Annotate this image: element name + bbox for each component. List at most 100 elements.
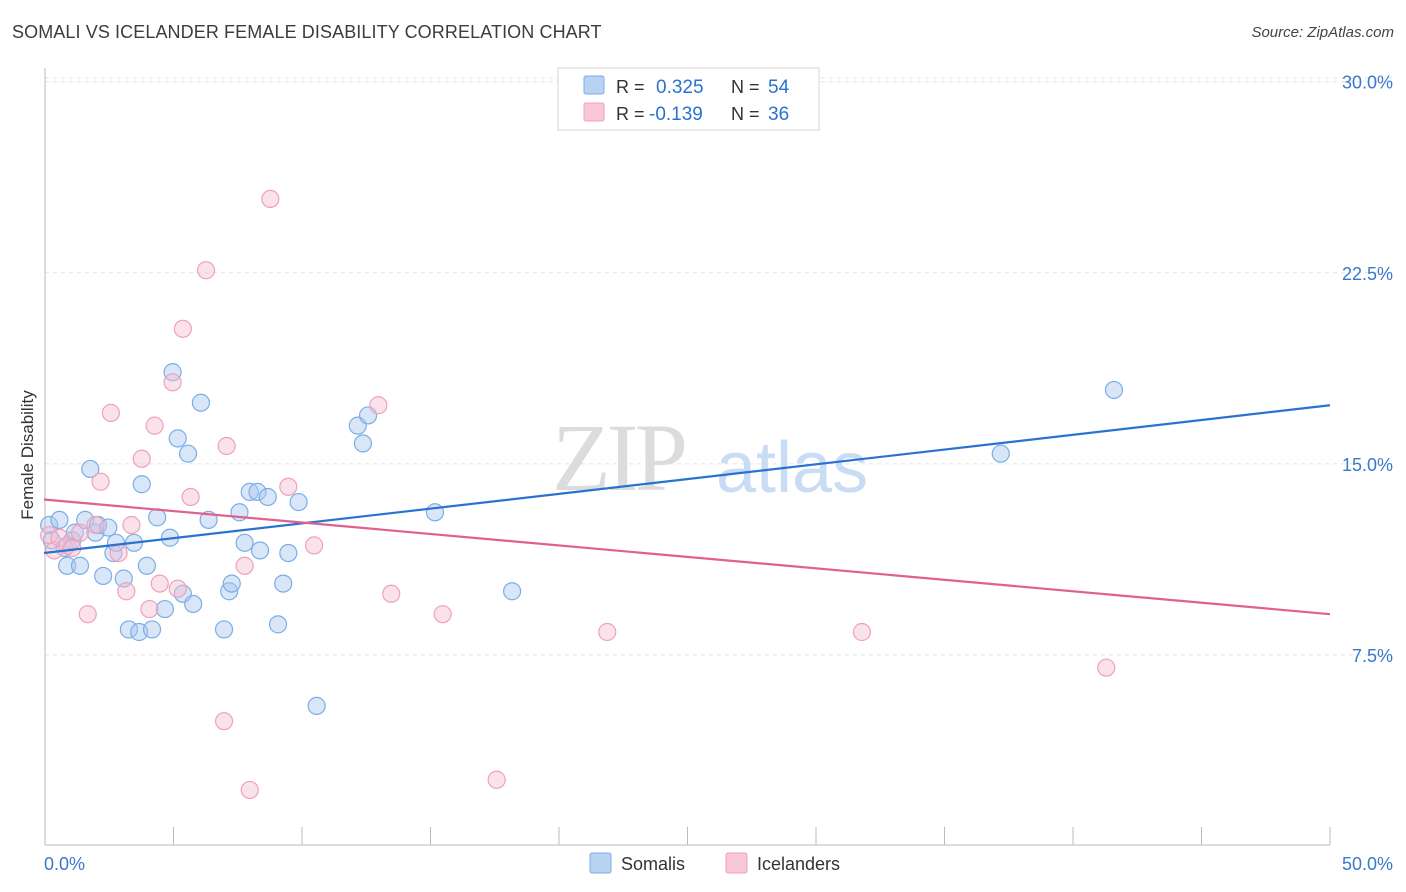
y-tick-label-0: 7.5%: [1352, 646, 1393, 666]
icelander-point-17: [163, 373, 182, 392]
icelander-point-25: [240, 780, 259, 800]
icelander-point-35: [1097, 658, 1116, 677]
icelander-point-13: [132, 449, 151, 468]
watermark: ZIP atlas: [552, 404, 868, 511]
somali-point-50: [425, 503, 445, 522]
somali-point-26: [163, 363, 182, 382]
somali-point-20: [132, 475, 151, 494]
legend-bottom-somalis: Somalis: [621, 854, 685, 874]
somali-point-39: [248, 482, 267, 501]
legend-stats: R = 0.325 N = 54 R = -0.139 N = 36: [557, 67, 820, 131]
icelander-point-6: [78, 605, 97, 624]
somali-point-42: [268, 615, 288, 634]
somali-point-22: [142, 620, 162, 639]
somali-point-41: [258, 487, 277, 507]
icelander-point-10: [109, 543, 128, 563]
legend-swatch-icelanders: [583, 102, 605, 122]
tick-labels: 7.5% 15.0% 22.5% 30.0% 0.0% 50.0%: [44, 73, 1393, 874]
legend-r-value-2: -0.139: [649, 104, 703, 125]
series-somalis: [40, 363, 1124, 715]
icelander-point-30: [382, 584, 401, 603]
somali-point-35: [222, 574, 241, 593]
somali-point-48: [353, 434, 373, 453]
icelander-point-4: [63, 538, 82, 558]
legend-n-value-1: 54: [768, 77, 790, 98]
icelander-trend-line: [43, 498, 1331, 616]
axes: [44, 68, 1331, 846]
x-tick-label-0: 0.0%: [44, 854, 85, 874]
somali-point-44: [279, 543, 298, 563]
icelander-point-27: [279, 477, 298, 496]
icelander-point-26: [261, 189, 280, 209]
chart-title: SOMALI VS ICELANDER FEMALE DISABILITY CO…: [12, 22, 602, 42]
icelander-point-23: [217, 436, 236, 456]
somali-point-12: [94, 566, 113, 586]
icelander-point-8: [91, 472, 110, 491]
icelander-point-2: [50, 528, 69, 547]
icelander-point-16: [150, 574, 169, 593]
x-tick-label-1: 50.0%: [1342, 854, 1393, 874]
icelander-point-32: [487, 770, 506, 789]
icelander-point-22: [214, 712, 234, 731]
somali-point-46: [307, 696, 326, 715]
legend-n-label-1: N =: [731, 77, 760, 97]
icelander-point-33: [598, 622, 617, 642]
icelander-point-15: [145, 416, 164, 435]
legend-r-label-1: R =: [616, 77, 645, 97]
somali-point-31: [191, 393, 210, 412]
somali-point-21: [137, 556, 156, 575]
somali-point-45: [289, 492, 308, 512]
icelander-point-19: [173, 319, 192, 338]
somali-point-7: [70, 556, 90, 575]
somali-point-0: [40, 515, 59, 535]
somali-point-37: [235, 533, 254, 552]
somali-point-27: [168, 429, 187, 448]
somali-point-30: [184, 594, 203, 614]
somali-point-24: [155, 599, 174, 619]
somali-point-2: [50, 510, 69, 530]
somali-trend-line: [43, 404, 1331, 555]
somali-point-53: [1104, 380, 1124, 400]
icelander-point-31: [433, 605, 452, 624]
legend-bottom-swatch-somalis: [589, 852, 612, 874]
somali-point-51: [503, 582, 522, 601]
y-tick-label-1: 15.0%: [1342, 455, 1393, 475]
icelander-point-34: [852, 622, 871, 642]
icelander-point-18: [168, 579, 187, 598]
legend-bottom-swatch-icelanders: [725, 852, 748, 874]
somali-point-9: [81, 459, 100, 479]
legend-series: Somalis Icelanders: [589, 852, 840, 874]
icelander-point-5: [70, 523, 90, 542]
icelander-point-29: [369, 396, 388, 415]
icelander-point-11: [117, 582, 136, 601]
icelander-point-9: [101, 403, 120, 423]
somali-point-29: [178, 444, 198, 463]
legend-r-label-2: R =: [616, 104, 645, 124]
somali-point-4: [58, 556, 77, 575]
somali-point-52: [991, 444, 1010, 463]
icelander-point-14: [140, 599, 159, 619]
series-icelanders: [40, 189, 1116, 800]
icelander-point-28: [304, 536, 324, 555]
watermark-zip: ZIP: [552, 404, 685, 511]
legend-bottom-icelanders: Icelanders: [757, 854, 840, 874]
legend-n-label-2: N =: [731, 104, 760, 124]
icelander-point-12: [122, 515, 141, 535]
trend-lines: [43, 404, 1331, 616]
somali-point-23: [148, 508, 167, 527]
somali-point-38: [240, 482, 259, 501]
y-tick-label-2: 22.5%: [1342, 264, 1393, 284]
somali-point-43: [274, 574, 293, 593]
y-tick-label-3: 30.0%: [1342, 73, 1393, 93]
source-label: Source: ZipAtlas.com: [1251, 24, 1394, 41]
icelander-point-21: [196, 261, 216, 280]
icelander-point-7: [86, 515, 105, 535]
icelander-point-24: [235, 556, 254, 575]
legend-r-value-1: 0.325: [656, 77, 704, 98]
legend-swatch-somalis: [583, 75, 605, 95]
icelander-point-20: [181, 487, 200, 507]
somali-point-33: [214, 620, 234, 639]
legend-n-value-2: 36: [768, 104, 789, 125]
somali-point-40: [250, 541, 270, 560]
